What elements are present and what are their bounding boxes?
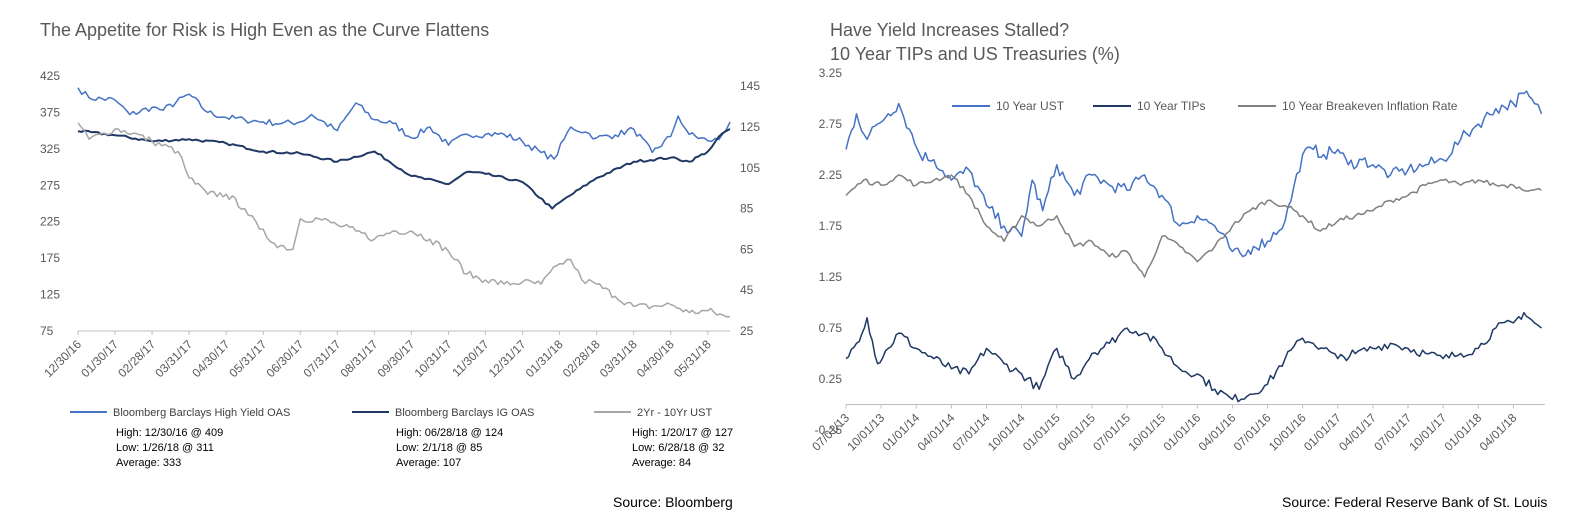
right-legend-label: 10 Year UST [996,99,1065,113]
right-chart-source: Source: Federal Reserve Bank of St. Loui… [1282,494,1548,510]
right-series-line-0 [845,90,1543,258]
left-y-tick-label: 375 [40,105,60,119]
left-y2-tick-label: 45 [740,283,754,297]
left-x-tick-label: 01/31/18 [523,337,566,380]
left-legend-label: Bloomberg Barclays IG OAS [395,407,534,419]
left-legend-label: 2Yr - 10Yr UST [637,407,712,419]
left-series-line-1 [77,128,731,210]
left-x-tick-label: 10/31/17 [412,337,455,380]
right-chart-subtitle: 10 Year TIPs and US Treasuries (%) [830,44,1120,64]
left-y-tick-label: 125 [40,288,60,302]
left-y-tick-label: 425 [40,69,60,83]
left-legend-label: Bloomberg Barclays High Yield OAS [113,407,290,419]
right-x-tick-label: 04/01/15 [1055,410,1098,453]
left-y2-tick-label: 65 [740,242,754,256]
right-y-tick-label: 2.25 [819,168,843,182]
right-x-tick-label: 01/01/17 [1301,410,1344,453]
left-legend-stat: Low: 2/1/18 @ 85 [396,442,482,454]
right-y-tick-label: -0.25 [815,423,843,437]
right-legend-label: 10 Year TIPs [1137,99,1206,113]
right-y-tick-label: 0.75 [819,321,843,335]
left-x-tick-label: 09/30/17 [375,337,418,380]
right-series-line-2 [845,174,1542,278]
left-y2-tick-label: 85 [740,202,754,216]
left-chart-title: The Appetite for Risk is High Even as th… [40,20,490,40]
right-x-tick-label: 01/01/18 [1441,410,1484,453]
right-y-tick-label: 1.25 [819,270,843,284]
left-legend-stat: Average: 333 [116,457,181,469]
right-series-line-1 [845,311,1542,403]
left-legend-stat: Average: 107 [396,457,461,469]
left-series-line-2 [77,122,730,318]
left-x-tick-label: 04/30/18 [634,337,677,380]
left-y-tick-label: 75 [40,324,54,338]
left-chart-source: Source: Bloomberg [613,494,733,510]
left-y2-tick-label: 145 [740,79,760,93]
left-y-tick-label: 275 [40,178,60,192]
left-y-tick-label: 225 [40,215,60,229]
left-x-tick-label: 03/31/18 [597,337,640,380]
right-x-tick-label: 10/01/13 [844,410,887,453]
left-x-tick-label: 12/30/16 [41,337,84,380]
left-x-tick-label: 05/31/17 [226,337,269,380]
left-x-tick-label: 01/30/17 [78,337,121,380]
left-x-tick-label: 07/31/17 [301,337,344,380]
left-x-tick-label: 08/31/17 [338,337,381,380]
left-x-tick-label: 12/31/17 [486,337,529,380]
left-y2-tick-label: 25 [740,324,754,338]
left-x-tick-label: 04/30/17 [189,337,232,380]
right-y-tick-label: 2.75 [819,117,843,131]
left-x-tick-label: 06/30/17 [263,337,306,380]
left-legend-stat: Low: 6/28/18 @ 32 [632,442,725,454]
right-x-tick-label: 01/01/16 [1160,410,1203,453]
right-legend-label: 10 Year Breakeven Inflation Rate [1282,99,1458,113]
right-x-tick-label: 07/01/17 [1371,410,1414,453]
left-legend-stat: High: 12/30/16 @ 409 [116,427,223,439]
right-y-tick-label: 1.75 [819,219,843,233]
right-x-tick-label: 04/01/16 [1196,410,1239,453]
left-y-tick-label: 325 [40,142,60,156]
right-x-tick-label: 04/01/17 [1336,410,1379,453]
right-x-tick-label: 01/01/14 [879,410,922,453]
right-x-tick-label: 04/01/18 [1477,410,1520,453]
right-y-tick-label: 3.25 [819,66,843,80]
right-chart-title: Have Yield Increases Stalled? [830,20,1070,40]
left-legend-stat: High: 06/28/18 @ 124 [396,427,503,439]
left-legend-stat: Low: 1/26/18 @ 311 [116,442,214,454]
left-x-tick-label: 11/30/17 [449,337,492,380]
left-legend-stat: Average: 84 [632,457,691,469]
left-y2-tick-label: 105 [740,161,760,175]
right-x-tick-label: 04/01/14 [915,410,958,453]
left-legend-stat: High: 1/20/17 @ 127 [632,427,733,439]
left-y2-tick-label: 125 [740,120,760,134]
right-x-tick-label: 07/01/16 [1231,410,1274,453]
right-x-tick-label: 07/01/14 [950,410,993,453]
left-x-tick-label: 02/28/18 [560,337,603,380]
right-x-tick-label: 10/01/16 [1266,410,1309,453]
left-y-tick-label: 175 [40,251,60,265]
right-x-tick-label: 10/01/17 [1406,410,1449,453]
right-x-tick-label: 07/01/15 [1090,410,1133,453]
right-x-tick-label: 01/01/15 [1020,410,1063,453]
left-x-tick-label: 03/31/17 [152,337,195,380]
left-x-tick-label: 05/31/18 [671,337,714,380]
left-x-tick-label: 02/28/17 [115,337,158,380]
right-y-tick-label: 0.25 [819,372,843,386]
left-series-line-0 [77,87,731,160]
right-x-tick-label: 10/01/15 [1125,410,1168,453]
right-x-tick-label: 10/01/14 [985,410,1028,453]
